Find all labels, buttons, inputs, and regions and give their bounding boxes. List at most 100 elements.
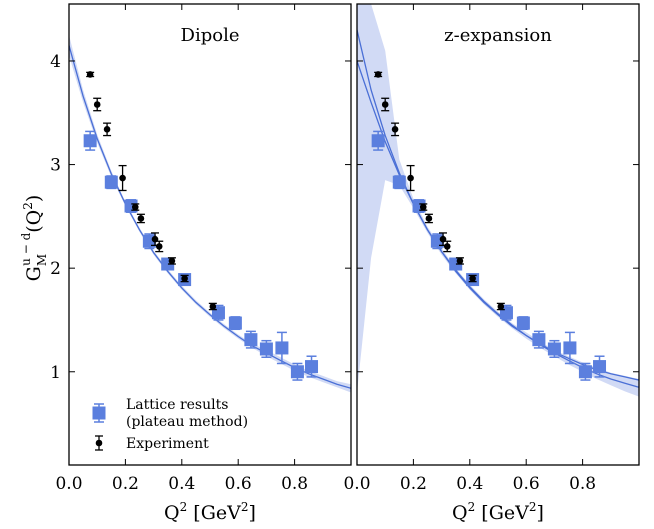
experiment-point xyxy=(93,97,102,112)
lattice-marker xyxy=(305,360,319,374)
experiment-point xyxy=(118,164,127,192)
lattice-point xyxy=(392,175,406,190)
lattice-marker xyxy=(259,342,273,356)
experiment-point xyxy=(374,71,383,78)
legend-lattice-marker xyxy=(92,406,106,420)
legend-experiment-label: Experiment xyxy=(126,436,209,452)
experiment-marker xyxy=(425,215,433,222)
plot-area xyxy=(69,35,351,393)
lattice-point xyxy=(259,339,273,359)
experiment-point xyxy=(424,213,433,224)
experiment-point xyxy=(136,213,145,224)
experiment-marker xyxy=(391,126,399,133)
x-tick-label: 0.6 xyxy=(513,474,540,494)
experiment-point xyxy=(208,302,217,311)
x-tick-label: 0.8 xyxy=(569,474,596,494)
experiment-marker xyxy=(86,71,94,78)
x-tick-label: 0.4 xyxy=(456,474,483,494)
lattice-marker xyxy=(275,341,289,355)
experiment-marker xyxy=(103,126,111,133)
experiment-point xyxy=(381,97,390,112)
legend-lattice-label: Lattice results xyxy=(126,397,228,413)
x-axis-label: Q2 [GeV2] xyxy=(452,500,544,524)
lattice-point xyxy=(532,330,546,349)
lattice-point xyxy=(275,331,289,365)
x-tick-label: 0.2 xyxy=(400,474,427,494)
fit-line-secondary xyxy=(357,29,639,381)
y-axis-label-sup: u − d xyxy=(19,232,33,265)
x-tick-label: 0.0 xyxy=(343,474,370,494)
experiment-point xyxy=(496,302,505,311)
lattice-marker xyxy=(516,316,530,330)
y-axis-label-main: G xyxy=(23,266,45,281)
x-tick-label: 0.4 xyxy=(168,474,195,494)
lattice-point xyxy=(305,355,319,378)
experiment-marker xyxy=(497,303,505,310)
x-tick-label: 0.6 xyxy=(225,474,252,494)
panel-dipole: 0.0 0.2 0.4 0.6 0.8 1 2 3 4 Dipole Q2 [GeV2] Lattic… xyxy=(50,3,352,524)
lattice-marker xyxy=(228,316,242,330)
experiment-point xyxy=(131,203,140,211)
experiment-point xyxy=(455,257,464,265)
fit-error-band xyxy=(69,35,351,393)
lattice-point xyxy=(563,331,577,365)
fit-line xyxy=(357,60,639,388)
panel-title: z-expansion xyxy=(444,25,552,46)
y-axis-label-sub: M xyxy=(35,254,49,266)
lattice-point xyxy=(290,362,304,381)
lattice-marker xyxy=(532,333,546,347)
plot-area xyxy=(357,4,639,397)
fit-error-band xyxy=(357,4,639,397)
lattice-marker xyxy=(104,175,118,189)
experiment-marker xyxy=(131,203,139,211)
lattice-marker xyxy=(83,134,97,148)
lattice-point xyxy=(244,330,258,349)
y-tick-label: 3 xyxy=(50,156,61,176)
lattice-point xyxy=(228,316,242,331)
lattice-point xyxy=(371,130,385,151)
x-axis-label: Q2 [GeV2] xyxy=(164,500,256,524)
lattice-point xyxy=(516,316,530,331)
lattice-marker xyxy=(578,365,592,379)
x-tick-label: 0.2 xyxy=(112,474,139,494)
experiment-point xyxy=(103,122,112,137)
lattice-marker xyxy=(593,360,607,374)
y-tick-label: 1 xyxy=(50,363,61,383)
experiment-marker xyxy=(407,174,414,182)
lattice-marker xyxy=(244,333,258,347)
y-tick-label: 4 xyxy=(50,52,61,72)
experiment-marker xyxy=(93,101,101,108)
experiment-point xyxy=(180,274,189,283)
lattice-marker xyxy=(563,341,577,355)
experiment-marker xyxy=(469,275,476,282)
lattice-marker xyxy=(371,134,385,148)
experiment-marker xyxy=(181,275,188,282)
experiment-point xyxy=(391,122,400,137)
lattice-marker xyxy=(290,365,304,379)
experiment-marker xyxy=(209,303,217,310)
lattice-marker xyxy=(392,175,406,189)
lattice-point xyxy=(83,130,97,151)
experiment-point xyxy=(468,274,477,283)
x-tick-label: 0.0 xyxy=(55,474,82,494)
experiment-marker xyxy=(374,71,382,78)
legend-experiment-marker xyxy=(95,439,103,447)
panel-title: Dipole xyxy=(181,25,240,46)
experiment-point xyxy=(155,240,164,253)
y-axis-label-tail: (Q xyxy=(23,210,45,233)
legend-lattice-label-line2: (plateau method) xyxy=(126,414,248,430)
experiment-point xyxy=(406,164,415,192)
panel-z-expansion: 0.0 0.2 0.4 0.6 0.8 z-expansion Q2 [GeV2] xyxy=(343,3,640,524)
legend: Lattice results(plateau method) Experimen… xyxy=(92,397,248,452)
experiment-point xyxy=(419,203,428,211)
experiment-marker xyxy=(381,101,389,108)
experiment-point xyxy=(167,257,176,265)
experiment-marker xyxy=(419,203,427,211)
experiment-marker xyxy=(443,243,451,250)
lattice-point xyxy=(578,362,592,381)
experiment-marker xyxy=(168,257,176,265)
lattice-point xyxy=(547,339,561,359)
axes-frame xyxy=(356,3,640,466)
experiment-point xyxy=(443,240,452,253)
